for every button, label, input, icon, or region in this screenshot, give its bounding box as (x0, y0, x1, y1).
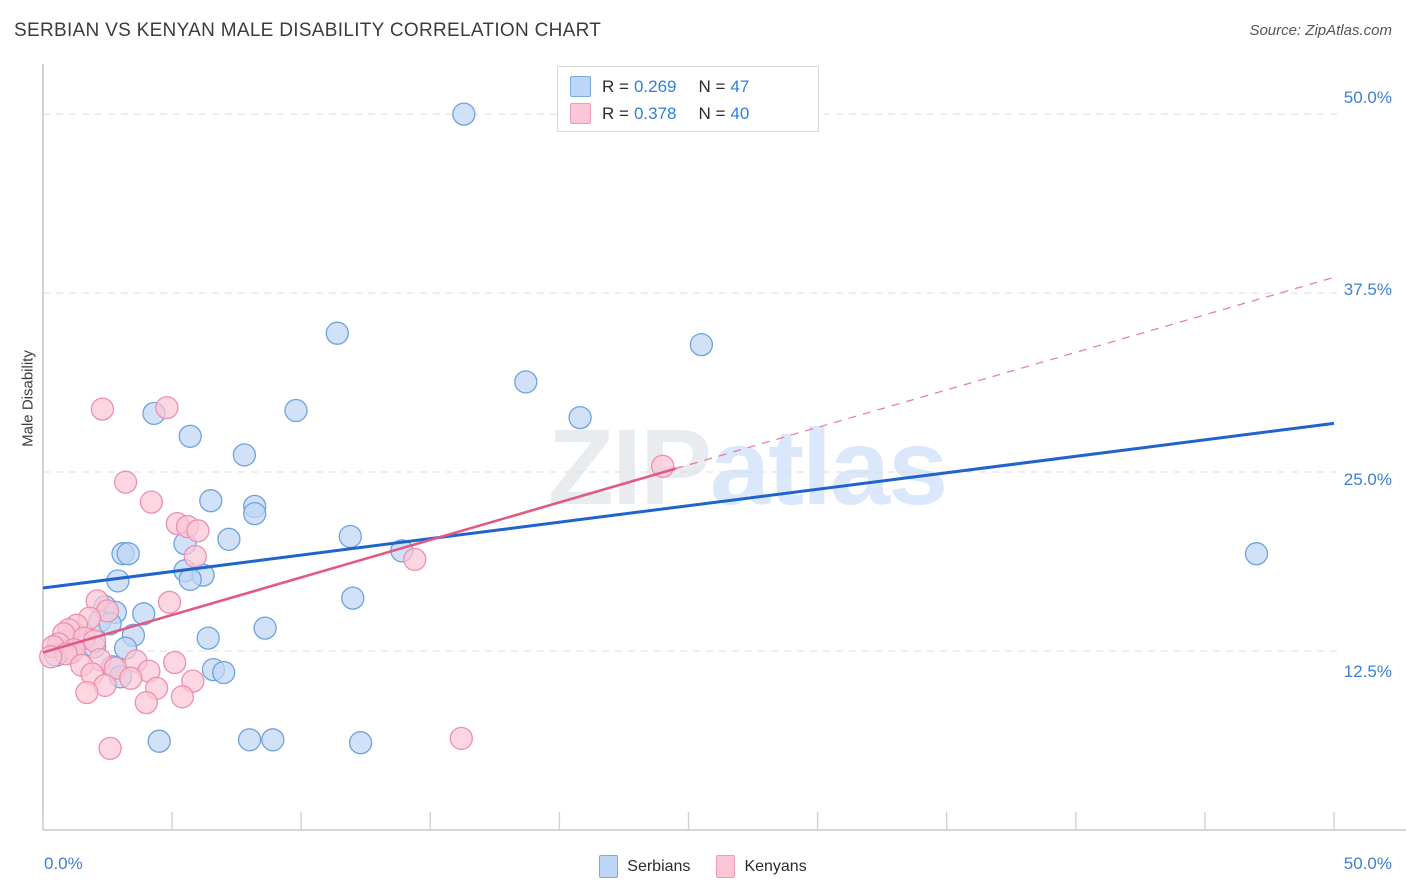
data-point[interactable] (514, 370, 538, 394)
data-point[interactable] (183, 544, 207, 569)
data-point[interactable] (116, 542, 140, 566)
data-point[interactable] (284, 398, 308, 423)
data-point[interactable] (217, 527, 241, 551)
series-kenyans (39, 395, 675, 761)
kenyans-legend-swatch-icon (716, 855, 736, 878)
x-axis-max-label: 50.0% (1343, 854, 1392, 873)
data-point[interactable] (232, 443, 257, 467)
data-point[interactable] (1244, 542, 1269, 566)
data-point[interactable] (199, 489, 223, 513)
data-point[interactable] (237, 728, 262, 752)
data-point[interactable] (157, 590, 182, 614)
y-tick-label-25: 25.0% (1343, 470, 1392, 489)
stats-row-kenyans: R = 0.378 N = 40 (570, 100, 808, 127)
y-tick-label-50: 50.0% (1343, 88, 1392, 107)
serbians-r-value: 0.269 (633, 76, 677, 96)
data-point[interactable] (155, 395, 179, 420)
page-title: SERBIAN VS KENYAN MALE DISABILITY CORREL… (14, 20, 602, 41)
series-legend: Serbians Kenyans (0, 855, 1406, 878)
data-point[interactable] (119, 666, 143, 690)
trendline-projection-kenyans (675, 276, 1335, 470)
source-attribution: Source: ZipAtlas.com (1249, 22, 1392, 39)
serbians-r-label: R = (602, 76, 629, 96)
data-point[interactable] (186, 519, 210, 543)
kenyans-swatch-icon (570, 103, 591, 124)
data-point[interactable] (75, 680, 99, 705)
trendline-serbians (42, 421, 1335, 590)
serbians-n-label: N = (698, 76, 726, 96)
data-point[interactable] (134, 690, 158, 715)
data-point[interactable] (348, 731, 373, 755)
kenyans-n-value: 40 (730, 103, 750, 123)
data-point[interactable] (243, 501, 267, 526)
kenyans-r-label: R = (602, 103, 629, 123)
data-point[interactable] (139, 490, 164, 514)
correlation-stats-box: R = 0.269 N = 47 R = 0.378 N = 40 (557, 66, 819, 132)
data-point[interactable] (253, 616, 277, 640)
data-point[interactable] (196, 626, 220, 650)
stats-row-serbians: R = 0.269 N = 47 (570, 73, 808, 100)
data-point[interactable] (689, 332, 714, 357)
data-point[interactable] (98, 736, 122, 761)
kenyans-n-label: N = (698, 103, 726, 123)
data-point[interactable] (261, 728, 285, 752)
legend-item-kenyans[interactable]: Kenyans (716, 855, 807, 878)
y-tick-label-12: 12.5% (1343, 662, 1392, 681)
legend-item-serbians[interactable]: Serbians (599, 855, 690, 878)
kenyans-r-value: 0.378 (633, 103, 677, 123)
data-point[interactable] (452, 102, 476, 126)
trendline-kenyans (42, 467, 676, 654)
x-axis-min-label: 0.0% (44, 854, 83, 873)
series-serbians (44, 102, 1269, 755)
data-point[interactable] (147, 729, 171, 753)
serbians-n-value: 47 (730, 76, 750, 96)
data-point[interactable] (325, 321, 349, 345)
data-point[interactable] (113, 470, 138, 494)
data-point[interactable] (170, 685, 195, 709)
data-point[interactable] (338, 524, 362, 549)
data-point[interactable] (178, 424, 202, 448)
y-tick-label-37: 37.5% (1343, 280, 1392, 299)
serbians-legend-label: Serbians (627, 857, 691, 875)
data-point[interactable] (163, 650, 187, 675)
data-point[interactable] (90, 397, 115, 421)
data-point[interactable] (341, 586, 365, 610)
data-point[interactable] (568, 405, 592, 430)
data-point[interactable] (449, 726, 473, 751)
kenyans-legend-label: Kenyans (744, 857, 807, 875)
serbians-swatch-icon (570, 76, 591, 97)
serbians-legend-swatch-icon (599, 855, 619, 878)
data-point[interactable] (212, 660, 236, 685)
data-point[interactable] (403, 547, 427, 572)
data-point[interactable] (132, 602, 156, 626)
